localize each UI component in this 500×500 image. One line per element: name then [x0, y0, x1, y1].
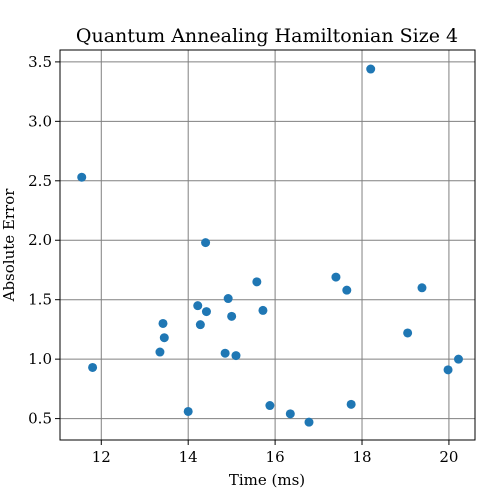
- x-axis-label: Time (ms): [229, 471, 305, 489]
- points-layer: [77, 64, 463, 427]
- data-point: [220, 348, 230, 358]
- data-point: [201, 238, 211, 248]
- data-point: [77, 172, 87, 182]
- y-tick-label: 2.0: [28, 231, 52, 249]
- data-point: [158, 318, 168, 328]
- data-point: [155, 347, 165, 357]
- data-point: [159, 333, 169, 343]
- y-tick-label: 1.0: [28, 350, 52, 368]
- data-point: [201, 307, 211, 317]
- grid-layer: [60, 50, 475, 440]
- data-point: [183, 406, 193, 416]
- plot-frame: [59, 49, 476, 441]
- data-point: [223, 294, 233, 304]
- y-tick-label: 3.5: [28, 53, 52, 71]
- ticks-layer: 12 14 16 18 20 0.5 1.0 1.5 2.0 2.5 3.0 3.5: [28, 53, 458, 466]
- y-axis-label: Absolute Error: [0, 188, 18, 303]
- data-point: [227, 311, 237, 321]
- data-point: [252, 277, 262, 287]
- data-point: [443, 365, 453, 375]
- data-point: [304, 417, 314, 427]
- y-tick-label: 1.5: [28, 291, 52, 309]
- data-point: [342, 285, 352, 295]
- y-tick-label: 3.0: [28, 112, 52, 130]
- x-tick-label: 18: [352, 448, 371, 466]
- x-tick-label: 16: [266, 448, 285, 466]
- data-point: [193, 301, 203, 311]
- data-point: [88, 362, 98, 372]
- x-tick-label: 12: [92, 448, 111, 466]
- data-point: [258, 305, 268, 315]
- data-point: [195, 320, 205, 330]
- data-point: [453, 354, 463, 364]
- data-point: [346, 399, 356, 409]
- x-tick-label: 14: [179, 448, 198, 466]
- data-point: [265, 401, 275, 411]
- x-tick-label: 20: [439, 448, 458, 466]
- data-point: [403, 328, 413, 338]
- data-point: [231, 351, 241, 361]
- data-point: [285, 409, 295, 419]
- data-point: [417, 283, 427, 293]
- data-point: [331, 272, 341, 282]
- chart-title: Quantum Annealing Hamiltonian Size 4: [76, 25, 458, 47]
- y-tick-label: 0.5: [28, 410, 52, 428]
- y-tick-label: 2.5: [28, 172, 52, 190]
- data-point: [366, 64, 376, 74]
